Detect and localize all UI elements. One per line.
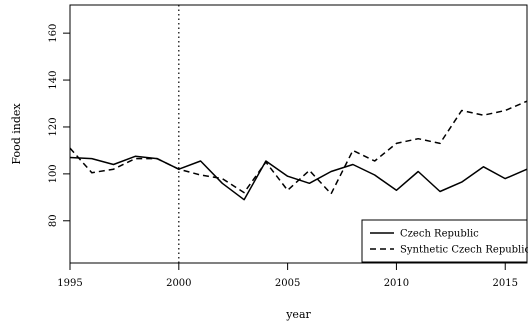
series-group (69, 100, 528, 201)
legend-box (361, 219, 528, 263)
legend-label: Czech Republic (400, 229, 479, 240)
legend: Czech Republic Synthetic Czech Republic (361, 219, 528, 263)
plot-area (69, 4, 528, 264)
y-tick-label: 160 (48, 24, 59, 43)
series-synthetic-czech-republic-line (69, 100, 528, 195)
y-tick-label: 120 (48, 117, 59, 136)
y-tick-label: 140 (48, 71, 59, 90)
x-axis-label: year (285, 308, 311, 321)
plot-frame (69, 4, 528, 264)
legend-label: Synthetic Czech Republic (400, 245, 528, 256)
x-tick-label: 2000 (166, 278, 191, 289)
x-axis: 1995 2000 2005 2010 2015 (57, 263, 518, 289)
x-tick-label: 2015 (493, 278, 518, 289)
x-tick-label: 1995 (57, 278, 82, 289)
y-tick-label: 80 (48, 214, 59, 227)
x-tick-label: 2005 (275, 278, 300, 289)
series-czech-republic-line (69, 155, 528, 201)
y-tick-label: 100 (48, 164, 59, 183)
y-axis-label: Food index (10, 103, 23, 165)
x-tick-label: 2010 (384, 278, 409, 289)
y-axis: 80 100 120 140 160 (48, 24, 70, 227)
